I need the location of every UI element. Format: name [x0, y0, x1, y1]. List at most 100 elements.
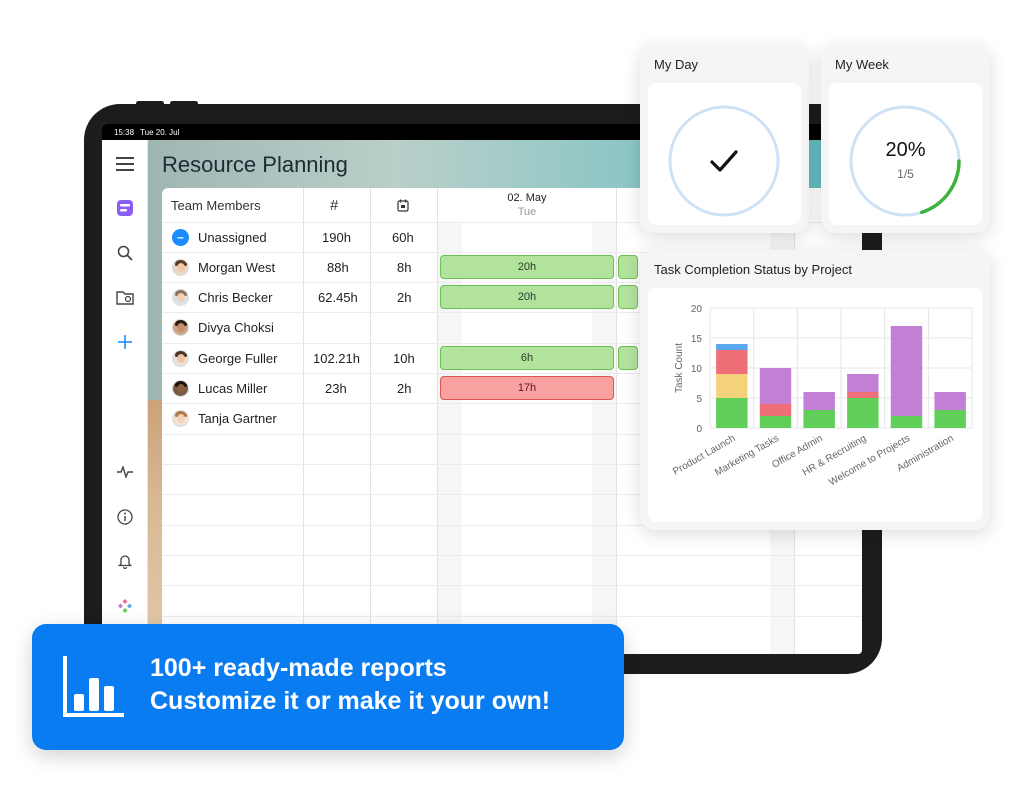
- bar-segment: [934, 392, 966, 410]
- activity-icon[interactable]: [115, 462, 135, 482]
- my-week-card[interactable]: My Week 20% 1/5: [821, 45, 990, 233]
- row-divider: [162, 282, 862, 283]
- bar-segment: [890, 416, 923, 428]
- row-divider: [162, 403, 862, 404]
- chart-body: 0 5 10 15 20 Task Count Product Launch Marketin…: [648, 288, 982, 522]
- member-day: 8h: [397, 259, 412, 275]
- y-tick-label: 10: [691, 364, 703, 375]
- bar-segment: [716, 344, 748, 350]
- member-day: 2h: [397, 380, 412, 396]
- allocation-bar-next[interactable]: [618, 346, 638, 370]
- avatar: [172, 379, 189, 397]
- avatar: [172, 318, 189, 336]
- table-row[interactable]: Morgan West: [172, 252, 275, 282]
- bar-segment: [803, 392, 835, 410]
- row-divider: [162, 222, 862, 223]
- bar-chart-icon: [63, 656, 124, 717]
- bar-segment: [934, 410, 966, 428]
- x-tick-label: Welcome to Projects: [827, 433, 912, 488]
- row-divider: [162, 312, 862, 313]
- y-axis-label: Task Count: [674, 343, 685, 393]
- header-day[interactable]: 02. May Tue: [438, 188, 616, 222]
- member-total: 102.21h: [313, 350, 360, 366]
- row-divider: [162, 252, 862, 253]
- member-day: 10h: [393, 350, 415, 366]
- info-icon[interactable]: [115, 507, 135, 527]
- member-total: 23h: [325, 380, 347, 396]
- progress-arc: [919, 159, 961, 215]
- table-row[interactable]: Divya Choksi: [172, 312, 274, 342]
- my-week-title: My Week: [835, 57, 889, 72]
- member-name: Tanja Gartner: [198, 410, 277, 426]
- bar-segment: [759, 368, 792, 404]
- table-row[interactable]: Tanja Gartner: [172, 403, 277, 433]
- avatar: [172, 258, 189, 276]
- week-percent: 20%: [885, 139, 926, 161]
- bar-segment: [847, 398, 879, 428]
- background-strip: [148, 400, 162, 654]
- header-hash[interactable]: #: [330, 196, 339, 214]
- search-icon[interactable]: [115, 243, 135, 263]
- bar-segment: [890, 326, 923, 416]
- my-day-ring: [668, 105, 780, 217]
- day-weekday: Tue: [517, 206, 537, 218]
- bar-segment: [847, 374, 879, 392]
- column-divider: [303, 188, 304, 654]
- allocation-bar[interactable]: 6h: [440, 346, 614, 370]
- y-tick-label: 15: [691, 334, 703, 345]
- member-name: Divya Choksi: [198, 319, 274, 335]
- bar-segment: [716, 374, 748, 398]
- banner-headline: 100+ ready-made reports: [150, 654, 447, 682]
- allocation-bar[interactable]: 20h: [440, 285, 614, 309]
- table-row[interactable]: Chris Becker: [172, 282, 272, 312]
- row-divider: [162, 616, 862, 617]
- my-day-card[interactable]: My Day: [640, 45, 809, 233]
- header-team-members[interactable]: Team Members: [171, 197, 261, 213]
- apps-icon[interactable]: [115, 596, 135, 616]
- column-divider: [370, 188, 371, 654]
- column-divider: [616, 188, 617, 654]
- table-row[interactable]: Lucas Miller: [172, 373, 267, 403]
- bar-segment: [759, 416, 792, 428]
- my-day-body: [648, 83, 801, 225]
- table-row[interactable]: – Unassigned: [172, 222, 267, 252]
- menu-icon[interactable]: [115, 154, 135, 174]
- allocation-bar-overbooked[interactable]: 17h: [440, 376, 614, 400]
- allocation-bar-next[interactable]: [618, 255, 638, 279]
- row-divider: [162, 434, 862, 435]
- avatar: [172, 349, 189, 367]
- bar-segment: [716, 398, 748, 428]
- tablet-button: [136, 101, 164, 106]
- table-row[interactable]: George Fuller: [172, 343, 277, 373]
- row-divider: [162, 494, 862, 495]
- bar-segment: [803, 410, 835, 428]
- status-date: Tue 20. Jul: [140, 127, 180, 137]
- folder-icon[interactable]: [115, 287, 135, 307]
- column-divider: [437, 188, 438, 654]
- row-divider: [162, 525, 862, 526]
- unassigned-icon: –: [172, 228, 189, 246]
- member-name: Unassigned: [198, 229, 267, 245]
- planner-icon[interactable]: [115, 198, 135, 218]
- chart-card[interactable]: Task Completion Status by Project 0 5 10 15…: [640, 250, 990, 530]
- member-total: 190h: [322, 229, 351, 245]
- banner-subline: Customize it or make it your own!: [150, 687, 551, 715]
- calendar-icon[interactable]: [397, 188, 409, 222]
- member-name: Chris Becker: [198, 289, 273, 305]
- bar-segment: [716, 350, 748, 374]
- member-day: 2h: [397, 289, 412, 305]
- row-divider: [162, 585, 862, 586]
- week-fraction: 1/5: [897, 167, 914, 181]
- member-total: 62.45h: [318, 289, 358, 305]
- avatar: [172, 288, 189, 306]
- allocation-bar[interactable]: 20h: [440, 255, 614, 279]
- bell-icon[interactable]: [115, 551, 135, 571]
- allocation-bar-next[interactable]: [618, 285, 638, 309]
- add-icon[interactable]: [115, 332, 135, 352]
- bar-segment: [759, 404, 792, 416]
- promo-banner[interactable]: 100+ ready-made reports Customize it or …: [32, 624, 624, 750]
- my-week-body: 20% 1/5: [829, 83, 982, 225]
- member-total: 88h: [327, 259, 349, 275]
